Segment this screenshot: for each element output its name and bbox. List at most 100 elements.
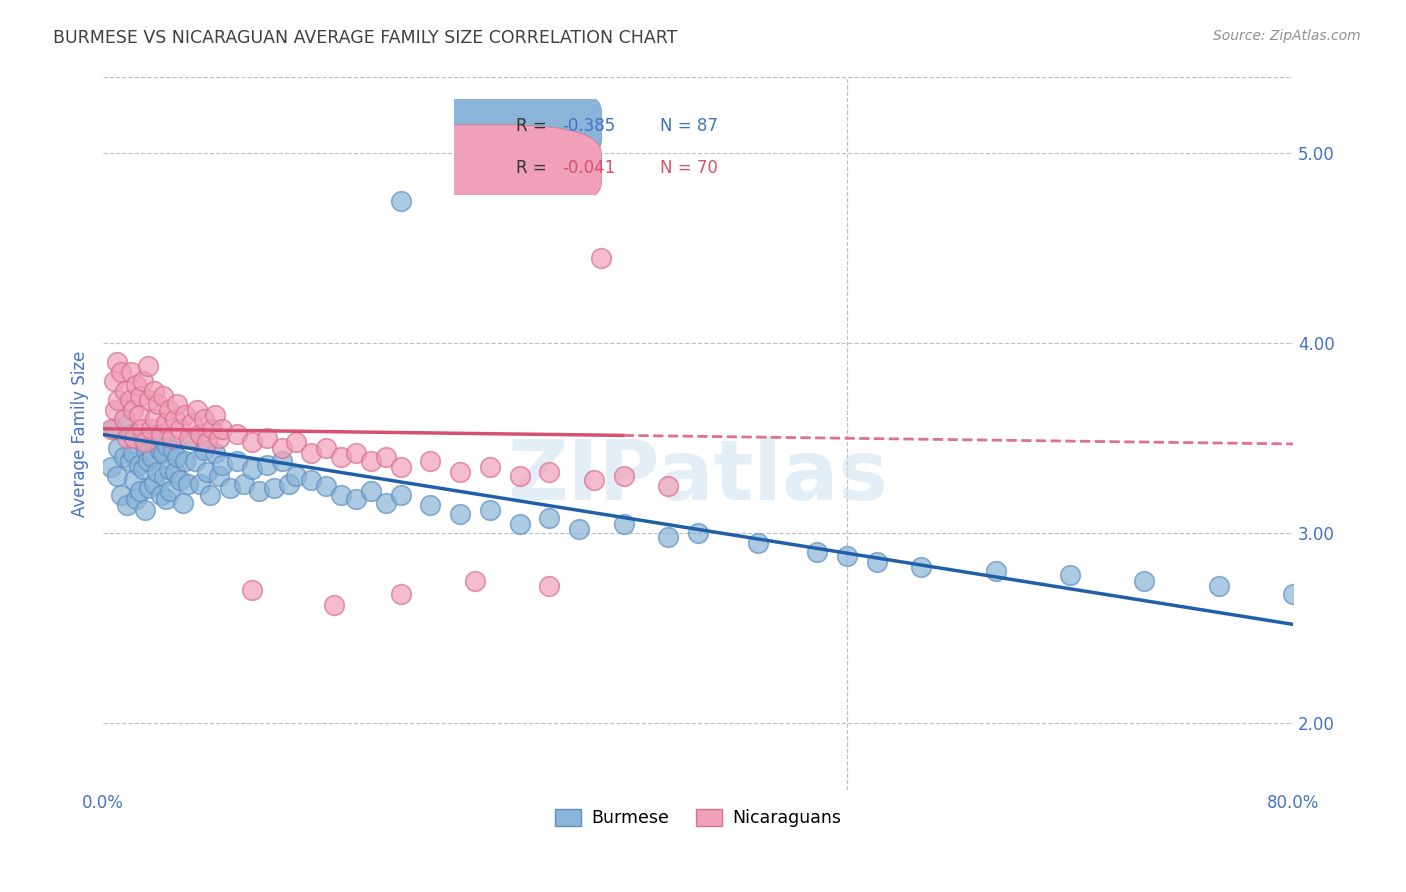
Point: [184, 454, 207, 468]
Point: [134, 435, 156, 450]
Point: [174, 454, 197, 468]
Text: ZIPatlas: ZIPatlas: [508, 435, 889, 516]
Point: [591, 251, 613, 265]
Point: [114, 412, 136, 426]
Point: [163, 412, 186, 426]
Point: [263, 481, 285, 495]
Point: [152, 446, 174, 460]
Point: [107, 441, 129, 455]
Point: [226, 427, 249, 442]
Point: [103, 422, 125, 436]
Legend: Burmese, Nicaraguans: Burmese, Nicaraguans: [548, 802, 848, 834]
Point: [150, 488, 173, 502]
Point: [122, 402, 145, 417]
Text: BURMESE VS NICARAGUAN AVERAGE FAMILY SIZE CORRELATION CHART: BURMESE VS NICARAGUAN AVERAGE FAMILY SIZ…: [53, 29, 678, 46]
Point: [256, 458, 278, 472]
Point: [226, 454, 249, 468]
Point: [115, 431, 138, 445]
Point: [686, 526, 709, 541]
Point: [120, 365, 142, 379]
Point: [270, 454, 292, 468]
Point: [162, 442, 184, 457]
Point: [136, 359, 159, 373]
Point: [143, 412, 166, 426]
Point: [142, 384, 165, 398]
Point: [478, 459, 501, 474]
Point: [538, 579, 561, 593]
Point: [128, 409, 150, 423]
Point: [360, 484, 382, 499]
Point: [211, 458, 233, 472]
Point: [613, 516, 636, 531]
Point: [374, 450, 396, 465]
Point: [124, 431, 146, 445]
Point: [145, 466, 167, 480]
Point: [105, 355, 128, 369]
Point: [330, 450, 353, 465]
Point: [132, 461, 155, 475]
Point: [153, 469, 176, 483]
Point: [278, 476, 301, 491]
Point: [344, 446, 367, 460]
Point: [112, 412, 135, 426]
Point: [118, 393, 141, 408]
Point: [124, 473, 146, 487]
Point: [127, 431, 149, 445]
Point: [141, 450, 163, 465]
Point: [193, 412, 215, 426]
Point: [149, 442, 172, 457]
Point: [1282, 587, 1305, 601]
Point: [125, 491, 148, 506]
Point: [449, 466, 471, 480]
Point: [865, 555, 887, 569]
Point: [201, 422, 224, 436]
Point: [1133, 574, 1156, 588]
Point: [285, 435, 308, 450]
Point: [389, 488, 412, 502]
Point: [155, 416, 177, 430]
Point: [104, 402, 127, 417]
Point: [195, 466, 218, 480]
Point: [131, 422, 153, 436]
Point: [240, 435, 263, 450]
Point: [166, 397, 188, 411]
Point: [128, 458, 150, 472]
Point: [657, 479, 679, 493]
Point: [389, 587, 412, 601]
Point: [218, 481, 240, 495]
Point: [208, 431, 231, 445]
Point: [208, 469, 231, 483]
Point: [179, 431, 201, 445]
Point: [125, 378, 148, 392]
Point: [155, 491, 177, 506]
Point: [747, 535, 769, 549]
Point: [538, 466, 561, 480]
Point: [806, 545, 828, 559]
Point: [157, 461, 180, 475]
Point: [344, 491, 367, 506]
Point: [100, 422, 122, 436]
Point: [132, 374, 155, 388]
Point: [160, 431, 183, 445]
Point: [200, 488, 222, 502]
Point: [657, 530, 679, 544]
Point: [157, 402, 180, 417]
Point: [568, 523, 591, 537]
Point: [159, 484, 181, 499]
Point: [156, 439, 179, 453]
Point: [204, 409, 226, 423]
Point: [150, 427, 173, 442]
Point: [186, 402, 208, 417]
Point: [174, 409, 197, 423]
Point: [136, 454, 159, 468]
Point: [105, 469, 128, 483]
Point: [464, 574, 486, 588]
Point: [138, 481, 160, 495]
Point: [135, 442, 157, 457]
Point: [134, 503, 156, 517]
Point: [131, 435, 153, 450]
Point: [478, 503, 501, 517]
Point: [120, 427, 142, 442]
Point: [240, 461, 263, 475]
Point: [582, 473, 605, 487]
